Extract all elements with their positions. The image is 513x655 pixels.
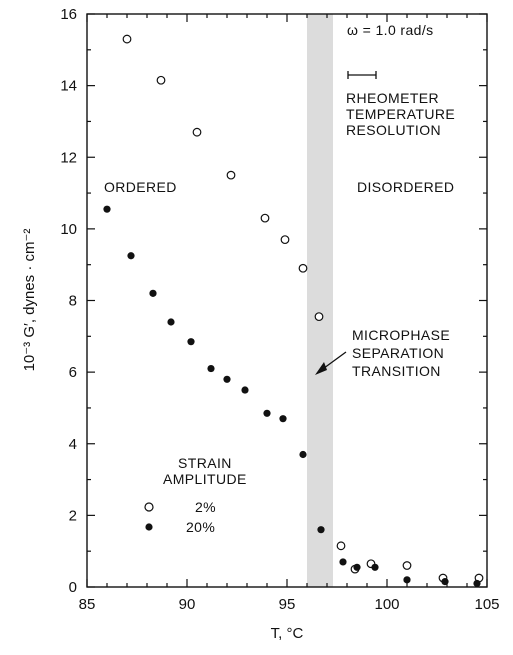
y-tick-label: 14 xyxy=(60,78,77,95)
data-point-open xyxy=(280,235,290,245)
points-layer xyxy=(103,34,484,588)
data-point-filled xyxy=(317,526,325,534)
x-tick-label: 85 xyxy=(79,596,96,613)
data-point-filled xyxy=(279,415,287,423)
data-point-filled xyxy=(441,578,449,586)
data-point-filled xyxy=(339,558,347,566)
transition-band xyxy=(307,14,333,587)
x-tick-label: 95 xyxy=(279,596,296,613)
data-point-filled xyxy=(149,289,157,297)
legend-title-line-1: STRAIN xyxy=(178,455,232,471)
data-point-filled xyxy=(207,364,215,373)
resolution-line-3: RESOLUTION xyxy=(346,122,441,138)
data-point-filled xyxy=(223,375,231,383)
ordered-label: ORDERED xyxy=(104,179,177,195)
y-tick-label: 8 xyxy=(69,293,77,310)
data-point-filled xyxy=(241,386,249,394)
y-tick-label: 12 xyxy=(60,149,77,166)
data-point-filled xyxy=(371,563,379,571)
data-point-filled xyxy=(299,450,307,459)
legend-title-line-2: AMPLITUDE xyxy=(163,471,247,487)
transition-line-1: MICROPHASE xyxy=(352,327,450,343)
disordered-label: DISORDERED xyxy=(357,179,454,195)
data-point-open xyxy=(122,34,132,44)
x-tick-label: 100 xyxy=(374,596,399,613)
data-point-open xyxy=(156,75,166,85)
y-tick-label: 16 xyxy=(60,6,77,23)
y-tick-label: 6 xyxy=(69,364,77,381)
data-point-filled xyxy=(167,318,175,326)
data-point-filled xyxy=(187,338,195,346)
x-tick-label: 90 xyxy=(179,596,196,613)
transition-arrowhead xyxy=(315,362,327,375)
resolution-line-2: TEMPERATURE xyxy=(346,106,455,122)
y-tick-label: 2 xyxy=(69,507,77,524)
data-point-filled xyxy=(403,576,411,584)
band-layer xyxy=(307,14,333,587)
transition-line-3: TRANSITION xyxy=(352,363,441,379)
legend-filled-circle-marker xyxy=(145,523,153,531)
transition-line-2: SEPARATION xyxy=(352,345,444,361)
data-point-filled xyxy=(353,563,361,571)
legend-label-2pct: 2% xyxy=(195,499,216,515)
data-point-open xyxy=(314,312,324,322)
axes-layer: 85 90 95 100 105 0 2 4 6 8 10 12 14 16 xyxy=(60,6,499,613)
data-point-open xyxy=(298,263,308,273)
data-point-filled xyxy=(473,579,481,588)
x-axis-label: T, °C xyxy=(271,625,304,642)
y-axis-label: 10⁻³ G′, dynes · cm⁻² xyxy=(21,229,38,372)
x-tick-label: 105 xyxy=(474,596,499,613)
data-point-filled xyxy=(103,205,111,213)
y-tick-label: 10 xyxy=(60,221,77,238)
data-point-open xyxy=(260,213,270,223)
legend-label-20pct: 20% xyxy=(186,519,215,535)
data-point-open xyxy=(192,127,202,137)
y-tick-label: 4 xyxy=(69,436,77,453)
data-point-filled xyxy=(263,409,271,417)
resolution-line-1: RHEOMETER xyxy=(346,90,439,106)
data-point-open xyxy=(336,541,346,551)
y-tick-label: 0 xyxy=(69,579,77,596)
data-point-open xyxy=(402,561,412,570)
data-point-open xyxy=(226,170,236,180)
legend-open-circle-marker xyxy=(144,502,154,512)
data-point-filled xyxy=(127,252,135,260)
omega-annotation: ω = 1.0 rad/s xyxy=(347,22,434,38)
